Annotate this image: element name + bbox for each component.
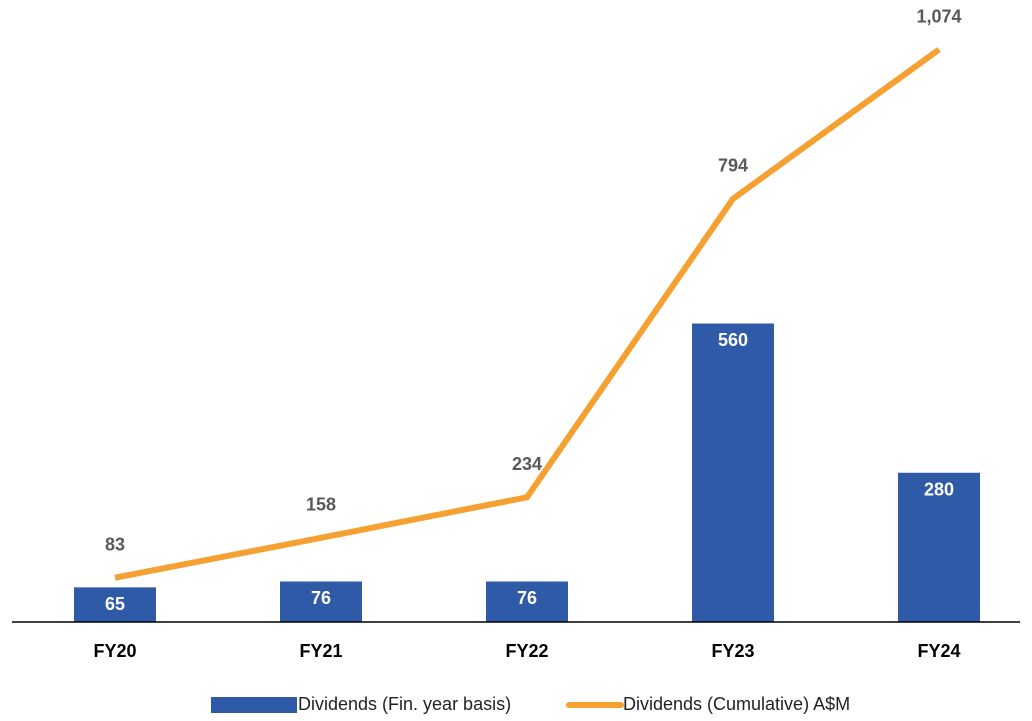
x-tick-label: FY23 (711, 641, 754, 661)
bar-value-label: 76 (517, 588, 537, 608)
x-tick-label: FY20 (93, 641, 136, 661)
legend-label: Dividends (Cumulative) A$M (623, 694, 850, 714)
line-value-label: 234 (512, 454, 542, 474)
line-value-label: 1,074 (916, 6, 961, 26)
line-value-label: 158 (306, 495, 336, 515)
x-tick-label: FY21 (299, 641, 342, 661)
x-tick-label: FY22 (505, 641, 548, 661)
bar (74, 587, 156, 622)
bar (280, 581, 362, 622)
line (114, 47, 941, 581)
bar (486, 581, 568, 622)
legend-label: Dividends (Fin. year basis) (298, 694, 511, 714)
bar-value-label: 280 (924, 479, 954, 499)
x-tick-label: FY24 (917, 641, 960, 661)
bar (692, 323, 774, 622)
bar-value-label: 560 (718, 330, 748, 350)
bar (898, 472, 980, 622)
bar-value-label: 76 (311, 588, 331, 608)
line-value-label: 794 (718, 156, 748, 176)
legend-swatch (211, 697, 297, 713)
bar-value-label: 65 (105, 594, 125, 614)
line-value-label: 83 (105, 535, 125, 555)
